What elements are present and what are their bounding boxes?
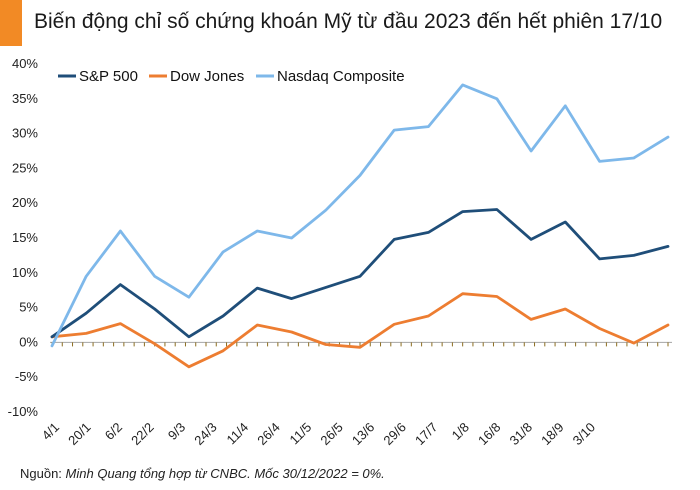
x-tick-label: 6/2: [102, 420, 125, 443]
x-tick-label: 26/5: [317, 420, 346, 449]
line-chart: -10% -5% 0% 5% 10% 15% 20% 25% 30% 35% 40% 4/1 20/1 6…: [8, 56, 672, 449]
dow-jones-line: [50, 292, 670, 369]
y-tick-label: 0%: [19, 334, 38, 349]
source-label: Nguồn:: [20, 466, 66, 481]
y-tick-label: 5%: [19, 300, 38, 315]
source-text: Minh Quang tổng hợp từ CNBC. Mốc 30/12/2…: [65, 466, 385, 481]
y-tick-label: -10%: [8, 404, 39, 419]
x-tick-label: 20/1: [65, 420, 94, 449]
y-tick-label: 35%: [12, 91, 38, 106]
x-tick-label: 11/5: [287, 420, 315, 448]
y-tick-label: 10%: [12, 265, 38, 280]
legend-label-nasdaq-line: Nasdaq Composite: [277, 68, 405, 85]
x-tick-label: 16/8: [475, 420, 504, 449]
legend-label-dow-jones-line: Dow Jones: [170, 68, 244, 85]
x-tick-label: 4/1: [39, 420, 62, 443]
x-tick-label: 22/2: [128, 420, 157, 449]
title-accent-bar: [0, 0, 22, 46]
source-note: Nguồn: Minh Quang tổng hợp từ CNBC. Mốc …: [20, 466, 385, 481]
x-tick-label: 9/3: [165, 420, 188, 443]
x-tick-label: 13/6: [349, 420, 378, 449]
y-tick-label: 30%: [12, 126, 38, 141]
chart-title: Biến động chỉ số chứng khoán Mỹ từ đầu 2…: [34, 10, 663, 33]
x-tick-label: 24/3: [191, 420, 220, 449]
nasdaq-line: [50, 83, 670, 348]
y-tick-label: 15%: [12, 230, 38, 245]
x-tick-label: 18/9: [538, 420, 567, 449]
y-tick-label: 40%: [12, 56, 38, 71]
x-tick-label: 17/7: [412, 420, 441, 449]
y-tick-label: -5%: [15, 369, 39, 384]
x-tick-label: 26/4: [254, 420, 283, 449]
legend-label-sp500-line: S&P 500: [79, 68, 138, 85]
x-tick-label: 29/6: [380, 420, 409, 449]
y-tick-label: 25%: [12, 160, 38, 175]
x-tick-label: 3/10: [570, 420, 599, 449]
x-tick-label: 11/4: [223, 420, 251, 448]
y-tick-label: 20%: [12, 195, 38, 210]
x-tick-label: 31/8: [507, 420, 536, 449]
sp500-line: [50, 208, 670, 339]
x-tick-label: 1/8: [449, 420, 472, 443]
title-bar: Biến động chỉ số chứng khoán Mỹ từ đầu 2…: [0, 0, 700, 46]
